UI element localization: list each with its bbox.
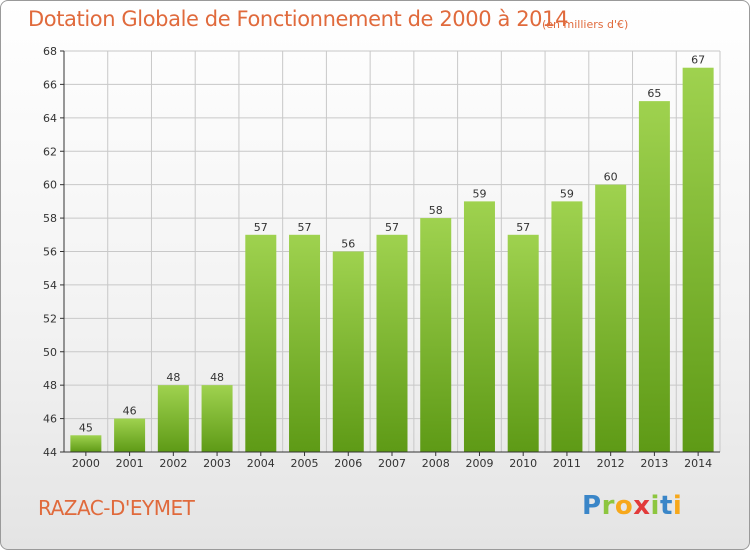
x-tick-label: 2003 bbox=[203, 457, 231, 470]
y-tick-label: 46 bbox=[43, 413, 57, 426]
bar-2003 bbox=[201, 385, 233, 452]
value-label: 67 bbox=[691, 54, 705, 67]
value-label: 57 bbox=[298, 221, 312, 234]
bar-2004 bbox=[245, 234, 277, 452]
value-label: 58 bbox=[429, 204, 443, 217]
value-label: 48 bbox=[166, 371, 180, 384]
bar-2014 bbox=[682, 67, 714, 452]
bar-2005 bbox=[289, 234, 321, 452]
x-tick-label: 2011 bbox=[553, 457, 581, 470]
logo-letter: r bbox=[601, 491, 615, 521]
y-tick-label: 62 bbox=[43, 145, 57, 158]
labels: 44 46 48 50 52 54 56 58 60 62 64 66 68 45 2000 46 2001 48… bbox=[43, 45, 712, 470]
value-label: 56 bbox=[341, 238, 355, 251]
value-label: 57 bbox=[385, 221, 399, 234]
x-tick-label: 2006 bbox=[334, 457, 362, 470]
x-tick-label: 2001 bbox=[116, 457, 144, 470]
commune-name: RAZAC-D'EYMET bbox=[38, 496, 195, 520]
value-label: 46 bbox=[123, 405, 137, 418]
x-tick-label: 2008 bbox=[422, 457, 450, 470]
bar-2006 bbox=[332, 251, 364, 452]
bar-2012 bbox=[595, 184, 627, 452]
y-tick-label: 58 bbox=[43, 212, 57, 225]
y-tick-label: 52 bbox=[43, 312, 57, 325]
y-tick-label: 60 bbox=[43, 179, 57, 192]
value-label: 57 bbox=[516, 221, 530, 234]
x-tick-label: 2007 bbox=[378, 457, 406, 470]
logo-letter: P bbox=[582, 491, 602, 521]
bar-2009 bbox=[463, 201, 495, 452]
proxiti-logo: Proxiti bbox=[582, 491, 682, 521]
bar-2008 bbox=[420, 218, 452, 452]
y-tick-label: 54 bbox=[43, 279, 57, 292]
logo-letter: t bbox=[659, 491, 673, 521]
y-tick-label: 44 bbox=[43, 446, 57, 459]
bar-2002 bbox=[157, 385, 189, 452]
y-tick-label: 66 bbox=[43, 78, 57, 91]
y-tick-label: 56 bbox=[43, 246, 57, 259]
value-label: 59 bbox=[560, 187, 574, 200]
bar-2001 bbox=[114, 418, 146, 452]
value-label: 65 bbox=[647, 87, 661, 100]
logo-letter: i bbox=[672, 491, 683, 521]
value-label: 59 bbox=[472, 187, 486, 200]
x-tick-label: 2012 bbox=[597, 457, 625, 470]
bar-2010 bbox=[507, 234, 539, 452]
bar-2013 bbox=[638, 101, 670, 452]
value-label: 45 bbox=[79, 421, 93, 434]
x-tick-label: 2000 bbox=[72, 457, 100, 470]
value-label: 57 bbox=[254, 221, 268, 234]
x-tick-label: 2009 bbox=[465, 457, 493, 470]
chart-title: Dotation Globale de Fonctionnement de 20… bbox=[28, 7, 569, 31]
logo-letter: o bbox=[614, 491, 634, 521]
bar-2000 bbox=[70, 435, 102, 452]
y-tick-label: 68 bbox=[43, 45, 57, 58]
value-label: 60 bbox=[604, 171, 618, 184]
y-tick-label: 48 bbox=[43, 379, 57, 392]
bar-2011 bbox=[551, 201, 583, 452]
logo-letter: x bbox=[633, 491, 651, 521]
chart-subtitle: (en milliers d'€) bbox=[542, 18, 629, 31]
logo-letter: i bbox=[650, 491, 660, 521]
y-tick-label: 50 bbox=[43, 346, 57, 359]
bars bbox=[70, 67, 714, 452]
bar-2007 bbox=[376, 234, 408, 452]
x-tick-label: 2014 bbox=[684, 457, 712, 470]
x-tick-label: 2002 bbox=[159, 457, 187, 470]
x-tick-label: 2010 bbox=[509, 457, 537, 470]
x-tick-label: 2013 bbox=[640, 457, 668, 470]
x-tick-label: 2005 bbox=[291, 457, 319, 470]
value-label: 48 bbox=[210, 371, 224, 384]
x-tick-label: 2004 bbox=[247, 457, 275, 470]
y-tick-label: 64 bbox=[43, 112, 57, 125]
axes bbox=[60, 50, 720, 456]
